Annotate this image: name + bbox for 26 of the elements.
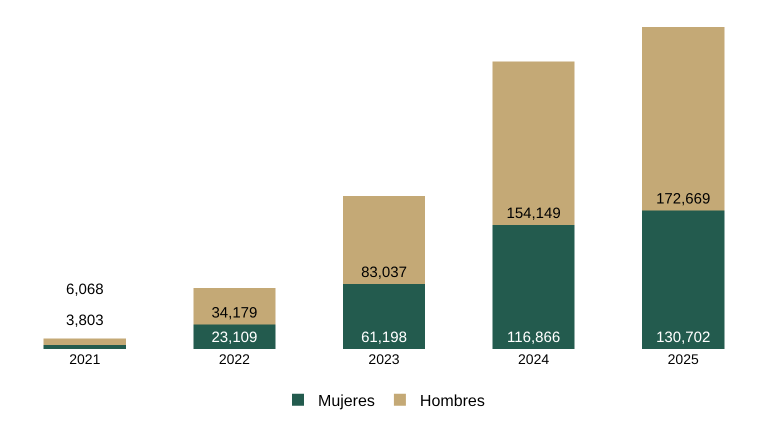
bar [193,288,276,324]
bar [44,344,126,349]
x-tick-label: 2024 [518,351,550,367]
x-tick-label: 2025 [668,351,699,367]
x-tick-label: 2022 [218,351,250,367]
bar [642,210,724,349]
data-label: 172,669 [656,190,710,208]
data-label: 6,068 [66,281,104,298]
data-label: 34,179 [211,304,258,322]
data-label: 116,866 [507,329,560,346]
bar [342,284,426,349]
data-label: 3,803 [66,312,104,329]
data-label: 61,198 [361,329,407,346]
data-label: 83,037 [361,264,407,282]
bar [492,224,575,349]
data-label: 23,109 [211,329,258,346]
bar [492,61,575,225]
data-label: 154,149 [506,204,561,222]
x-tick-label: 2021 [69,351,101,367]
x-tick-label: 2023 [368,351,400,367]
legend-label: Hombres [420,393,485,410]
data-label: 130,702 [656,329,710,346]
legend-label: Mujeres [318,393,375,410]
bar [44,338,126,345]
bar [642,26,724,210]
bar [342,196,426,284]
